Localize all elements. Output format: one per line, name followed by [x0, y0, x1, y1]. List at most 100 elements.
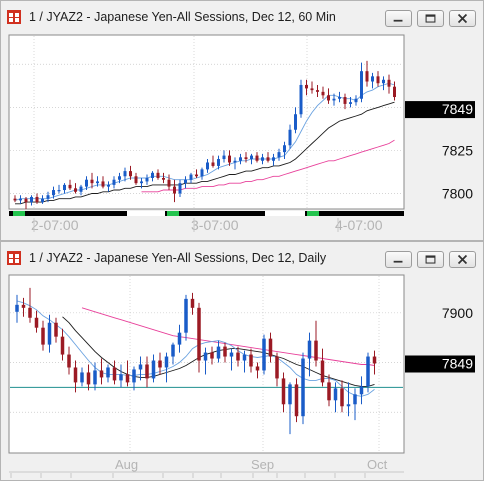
candle-body: [272, 157, 275, 161]
y-axis: 7825 7800: [442, 142, 473, 201]
x-day-label: 17: [308, 475, 322, 478]
minimize-button[interactable]: [385, 251, 412, 268]
candle-body: [30, 196, 33, 203]
candle-body: [86, 372, 91, 385]
y-tick-label: 7900: [442, 305, 473, 321]
candle-body: [80, 372, 84, 383]
candle-body: [119, 374, 123, 381]
candle-body: [376, 76, 380, 84]
candle-body: [268, 338, 273, 357]
candle-body: [79, 186, 83, 192]
candle-body: [54, 322, 58, 337]
candle-body: [393, 86, 396, 98]
candle-body: [288, 384, 292, 405]
candle-body: [382, 79, 385, 84]
x-day-label: 16: [44, 475, 58, 478]
candle-body: [366, 356, 370, 387]
candle-body: [211, 162, 215, 166]
candle-body: [68, 184, 72, 189]
candle-body: [314, 340, 318, 361]
plot-area[interactable]: [8, 274, 405, 454]
candle-body: [277, 152, 281, 158]
candle-body: [299, 84, 303, 115]
chart-window-daily[interactable]: 1 / JYAZ2 - Japanese Yen-All Sessions, D…: [0, 241, 484, 481]
last-price-badge: 7849: [405, 101, 475, 119]
maximize-button[interactable]: [417, 251, 444, 268]
price-chart-daily[interactable]: 7900 7849 Aug Sep Oct 09 16 23 01 13 20 27 04 10…: [7, 273, 479, 478]
plot-area[interactable]: [8, 34, 405, 210]
session-segment: [13, 211, 25, 216]
candle-body: [156, 172, 160, 178]
candle-body: [74, 188, 77, 192]
candle-body: [34, 317, 39, 328]
candle-body: [216, 346, 221, 359]
x-day-label: 23: [74, 475, 88, 478]
candle-body: [184, 298, 188, 333]
close-icon: [457, 13, 468, 24]
candle-body: [125, 374, 130, 383]
candle-body: [255, 155, 259, 161]
candle-body: [57, 190, 61, 192]
candle-body: [132, 369, 136, 383]
candle-body: [90, 179, 94, 184]
y-tick-label: 7800: [442, 185, 473, 201]
last-price-label: 7849: [442, 356, 473, 372]
candle-body: [138, 364, 143, 370]
candle-body: [310, 88, 314, 91]
close-button[interactable]: [449, 251, 476, 268]
candle-body: [206, 162, 209, 170]
app-icon: [7, 251, 21, 265]
candle-body: [217, 159, 220, 166]
candle-body: [47, 322, 52, 345]
candle-body: [107, 184, 110, 187]
candle-body: [63, 184, 66, 191]
candle-body: [162, 177, 165, 180]
candle-body: [228, 155, 231, 163]
candle-body: [19, 198, 22, 201]
close-button[interactable]: [449, 10, 476, 27]
candle-body: [223, 346, 227, 357]
grid: [10, 36, 403, 209]
close-icon: [457, 254, 468, 265]
chart-window-60min[interactable]: 1 / JYAZ2 - Japanese Yen-All Sessions, D…: [0, 0, 484, 241]
candle-body: [354, 98, 358, 103]
candle-body: [164, 356, 169, 368]
candle-body: [250, 155, 253, 160]
candle-body: [233, 160, 237, 163]
candle-body: [189, 174, 193, 180]
candle-body: [118, 176, 121, 180]
candle-body: [327, 95, 330, 101]
session-segment: [167, 211, 179, 216]
candle-body: [332, 98, 336, 101]
candle-body: [255, 366, 260, 371]
candle-body: [353, 394, 357, 405]
candle-body: [15, 304, 19, 312]
price-chart-60min[interactable]: 7825 7800 7849 2-07:00 3-07:00 4-07:00: [7, 33, 479, 238]
candle-body: [283, 145, 286, 153]
candle-body: [236, 352, 240, 361]
candle-body: [96, 181, 99, 184]
candle-body: [73, 367, 78, 383]
candle-body: [99, 370, 104, 378]
title-bar[interactable]: 1 / JYAZ2 - Japanese Yen-All Sessions, D…: [1, 1, 483, 33]
x-day-label: 01: [116, 475, 130, 478]
maximize-button[interactable]: [417, 10, 444, 27]
y-tick-label: 7825: [442, 142, 473, 158]
candle-body: [340, 388, 344, 407]
candle-body: [261, 157, 264, 161]
candle-body: [242, 354, 247, 361]
candle-body: [112, 179, 116, 185]
title-bar[interactable]: 1 / JYAZ2 - Japanese Yen-All Sessions, D…: [1, 242, 483, 274]
candle-body: [178, 183, 182, 194]
candle-body: [266, 157, 270, 161]
x-day-label: 27: [224, 475, 238, 478]
x-day-label: 20: [196, 475, 210, 478]
candle-body: [275, 356, 279, 379]
minimize-button[interactable]: [385, 10, 412, 27]
x-month-label: Sep: [251, 457, 274, 472]
x-axis-months: Aug Sep Oct: [115, 457, 388, 472]
x-axis-days: 09 16 23 01 13 20 27 04 10 17 24 01: [9, 471, 404, 478]
candle-body: [262, 338, 266, 371]
candle-body: [190, 298, 195, 308]
candle-body: [222, 155, 226, 160]
